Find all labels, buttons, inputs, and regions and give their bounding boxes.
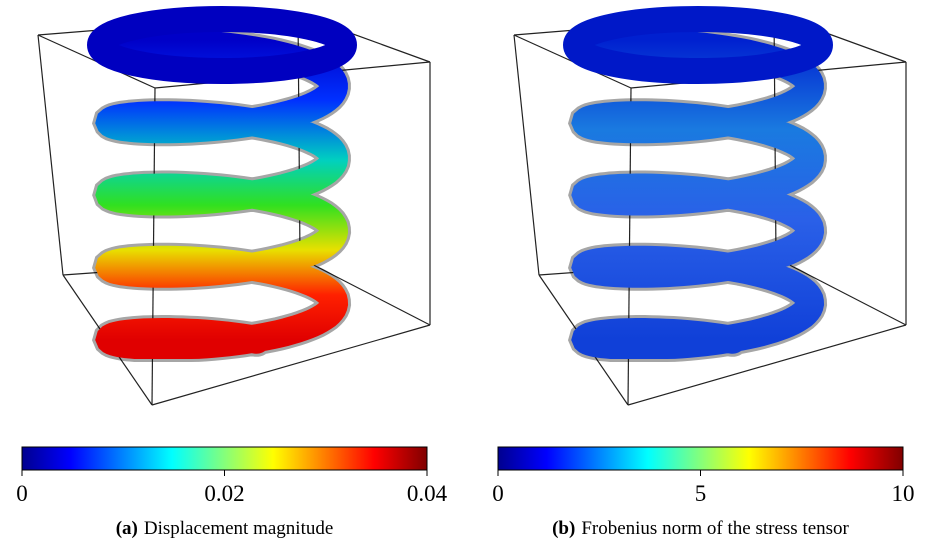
box-edge xyxy=(151,324,431,406)
box-edge xyxy=(775,257,907,326)
tick-label: 10 xyxy=(892,481,915,506)
caption: (b) Frobenius norm of the stress tensor xyxy=(552,518,849,539)
tick-label: 0.04 xyxy=(407,481,448,506)
panel: 0 0.02 0.04 (a) Displacement magnitude xyxy=(16,6,448,539)
box-edge xyxy=(627,324,907,406)
tick-label: 0 xyxy=(16,481,28,506)
caption-label: (a) xyxy=(116,518,138,539)
box-edge xyxy=(299,257,431,326)
caption: (a) Displacement magnitude xyxy=(116,518,334,539)
colorbar xyxy=(497,446,904,471)
box-edge xyxy=(37,34,64,276)
tick-label: 0.02 xyxy=(204,481,244,506)
tick-label: 0 xyxy=(492,481,504,506)
spring-top-ring xyxy=(563,6,833,84)
box-edge xyxy=(513,34,540,276)
colorbar xyxy=(21,446,428,471)
spring xyxy=(571,29,825,359)
spring-top-ring xyxy=(87,6,357,84)
caption-text: Displacement magnitude xyxy=(144,518,333,539)
caption-label: (b) xyxy=(552,518,575,539)
tick-label: 5 xyxy=(695,481,707,506)
panel: 0 5 10 (b) Frobenius norm of the stress tens… xyxy=(492,6,915,539)
spring xyxy=(95,29,349,359)
panels: 0 0.02 0.04 (a) Displacement magnitude 0 5 10 (b… xyxy=(16,6,915,539)
caption-text: Frobenius norm of the stress tensor xyxy=(581,518,849,539)
